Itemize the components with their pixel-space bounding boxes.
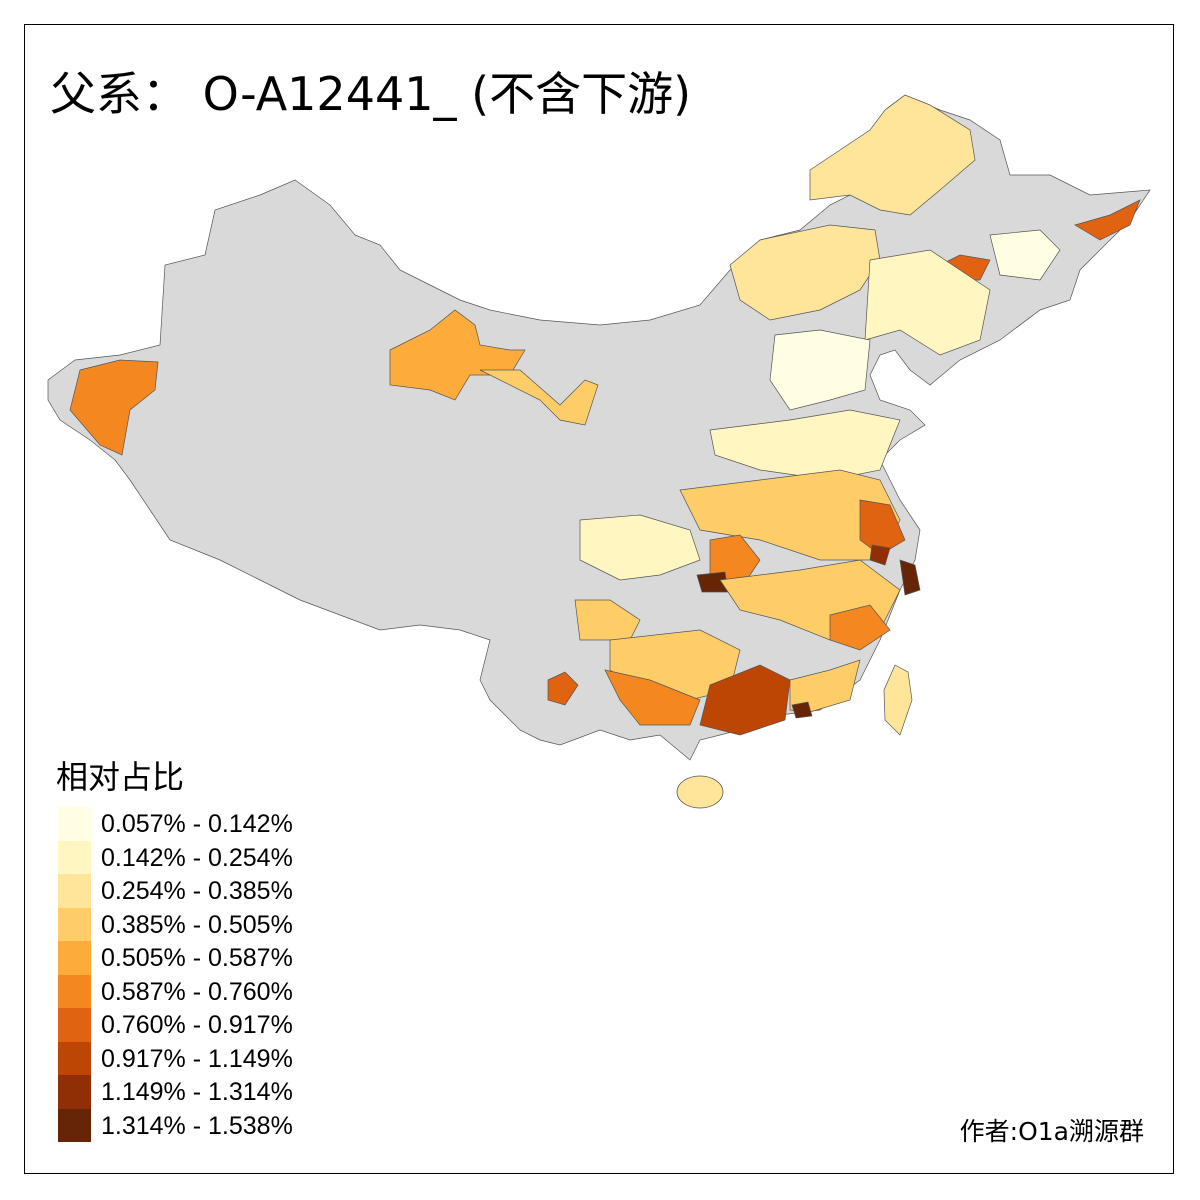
region (829, 604, 891, 651)
region (699, 664, 791, 736)
legend-item: 1.314% - 1.538% (58, 1108, 358, 1142)
legend-item: 1.149% - 1.314% (58, 1075, 358, 1109)
legend-label: 0.587% - 0.760% (101, 977, 293, 1006)
region (69, 359, 159, 456)
legend-label: 1.314% - 1.538% (101, 1111, 293, 1140)
legend-swatch (58, 874, 91, 908)
legend-label: 0.254% - 0.385% (101, 877, 293, 905)
legend-label: 1.149% - 1.314% (101, 1078, 293, 1106)
region (709, 409, 901, 481)
region (604, 669, 701, 726)
region (769, 329, 871, 411)
region (989, 229, 1061, 281)
legend-swatch (58, 1008, 91, 1042)
map-frame (24, 24, 1174, 1174)
map-title: 父系： O-A12441_ (不含下游) (50, 67, 692, 121)
region (789, 659, 861, 713)
legend-swatch (58, 907, 91, 941)
legend-item: 0.587% - 0.760% (58, 974, 358, 1008)
legend-swatch (58, 1041, 91, 1075)
region (859, 499, 906, 556)
author-credit: 作者:O1a溯源群 (959, 1117, 1144, 1146)
region (579, 514, 701, 581)
region (869, 544, 891, 566)
taiwan-island (883, 664, 913, 736)
legend-swatch (58, 1108, 91, 1142)
hainan-island (676, 775, 724, 809)
legend-item: 0.917% - 1.149% (58, 1041, 358, 1075)
legend-label: 0.142% - 0.254% (101, 843, 293, 872)
region (899, 559, 921, 596)
legend-label: 0.385% - 0.505% (101, 910, 293, 939)
legend-swatch (58, 840, 91, 874)
region (809, 94, 976, 216)
legend-swatch (58, 941, 91, 975)
legend-label: 0.057% - 0.142% (101, 810, 293, 838)
region (574, 599, 641, 641)
region (479, 369, 599, 426)
legend-item: 0.385% - 0.505% (58, 907, 358, 941)
legend-label: 0.760% - 0.917% (101, 1011, 293, 1039)
legend-swatch (58, 974, 91, 1008)
legend-item: 0.760% - 0.917% (58, 1008, 358, 1042)
legend-item: 0.505% - 0.587% (58, 941, 358, 975)
region (1074, 199, 1141, 241)
region (864, 249, 991, 356)
legend-swatch (58, 807, 91, 841)
legend-item: 0.254% - 0.385% (58, 874, 358, 908)
region (389, 309, 526, 401)
legend-label: 0.505% - 0.587% (101, 944, 293, 972)
legend-item: 0.057% - 0.142% (58, 807, 358, 841)
legend-swatch (58, 1075, 91, 1109)
region (547, 671, 579, 706)
legend-title: 相对占比 (56, 758, 185, 796)
region (791, 701, 813, 719)
legend-label: 0.917% - 1.149% (101, 1044, 293, 1073)
legend-item: 0.142% - 0.254% (58, 840, 358, 874)
mainland-outline (47, 94, 1151, 761)
